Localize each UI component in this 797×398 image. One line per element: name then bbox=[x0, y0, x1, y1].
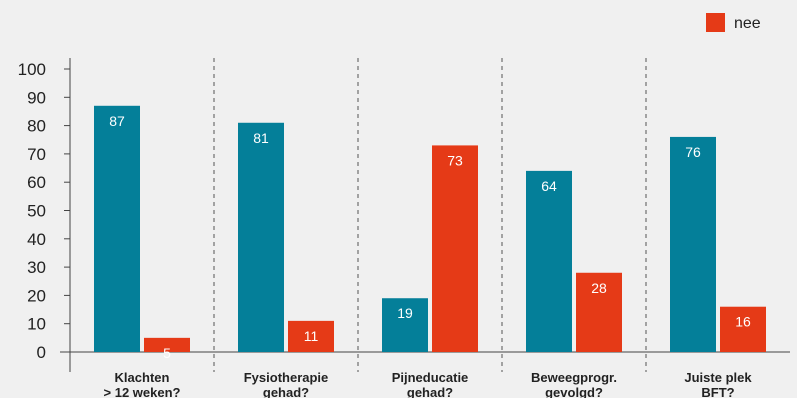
bar-value-label: 64 bbox=[541, 178, 557, 194]
y-tick-label: 90 bbox=[27, 88, 46, 107]
bar-value-label: 87 bbox=[109, 113, 125, 129]
x-category-label: Fysiotherapie bbox=[244, 370, 329, 385]
bars: 87 5 81 11 19 73 64 28 76 16 bbox=[94, 105, 766, 361]
y-axis-ticks: 0 10 20 30 40 50 60 70 80 90 100 bbox=[18, 60, 70, 362]
bar-series-2 bbox=[144, 337, 190, 352]
bar-series-2 bbox=[288, 320, 334, 352]
bar-series-1 bbox=[94, 105, 140, 352]
bar-value-label: 81 bbox=[253, 130, 269, 146]
x-category-label: > 12 weken? bbox=[104, 385, 181, 398]
y-tick-label: 40 bbox=[27, 230, 46, 249]
y-tick-label: 100 bbox=[18, 60, 46, 79]
x-category-label: gevolgd? bbox=[545, 385, 603, 398]
x-axis-labels: Klachten> 12 weken?Fysiotherapiegehad?Pi… bbox=[104, 370, 753, 398]
y-tick-label: 80 bbox=[27, 117, 46, 136]
y-tick-label: 70 bbox=[27, 145, 46, 164]
bar-value-label: 76 bbox=[685, 144, 701, 160]
y-tick-label: 20 bbox=[27, 286, 46, 305]
x-category-label: Juiste plek bbox=[684, 370, 752, 385]
bar-series-1 bbox=[526, 170, 572, 352]
bar-value-label: 28 bbox=[591, 280, 607, 296]
legend-swatch bbox=[706, 13, 725, 32]
bar-value-label: 11 bbox=[304, 328, 319, 344]
y-tick-label: 30 bbox=[27, 258, 46, 277]
bar-value-label: 5 bbox=[163, 345, 171, 361]
legend-label: nee bbox=[734, 15, 761, 32]
x-category-label: Pijneducatie bbox=[392, 370, 469, 385]
y-tick-label: 60 bbox=[27, 173, 46, 192]
bar-value-label: 19 bbox=[397, 305, 413, 321]
legend: nee bbox=[706, 13, 761, 32]
bar-value-label: 73 bbox=[447, 152, 463, 168]
bar-series-1 bbox=[382, 298, 428, 352]
y-tick-label: 50 bbox=[27, 202, 46, 221]
bar-value-label: 16 bbox=[735, 314, 751, 330]
x-category-label: Beweegprogr. bbox=[531, 370, 617, 385]
bar-series-1 bbox=[238, 122, 284, 353]
x-category-label: gehad? bbox=[263, 385, 309, 398]
bar-series-2 bbox=[720, 306, 766, 352]
x-category-label: Klachten bbox=[115, 370, 170, 385]
bar-series-2 bbox=[432, 145, 478, 352]
y-tick-label: 0 bbox=[37, 343, 46, 362]
y-tick-label: 10 bbox=[27, 315, 46, 334]
bar-series-1 bbox=[670, 136, 716, 352]
bar-series-2 bbox=[576, 272, 622, 352]
x-category-label: gehad? bbox=[407, 385, 453, 398]
x-category-label: BFT? bbox=[701, 385, 734, 398]
